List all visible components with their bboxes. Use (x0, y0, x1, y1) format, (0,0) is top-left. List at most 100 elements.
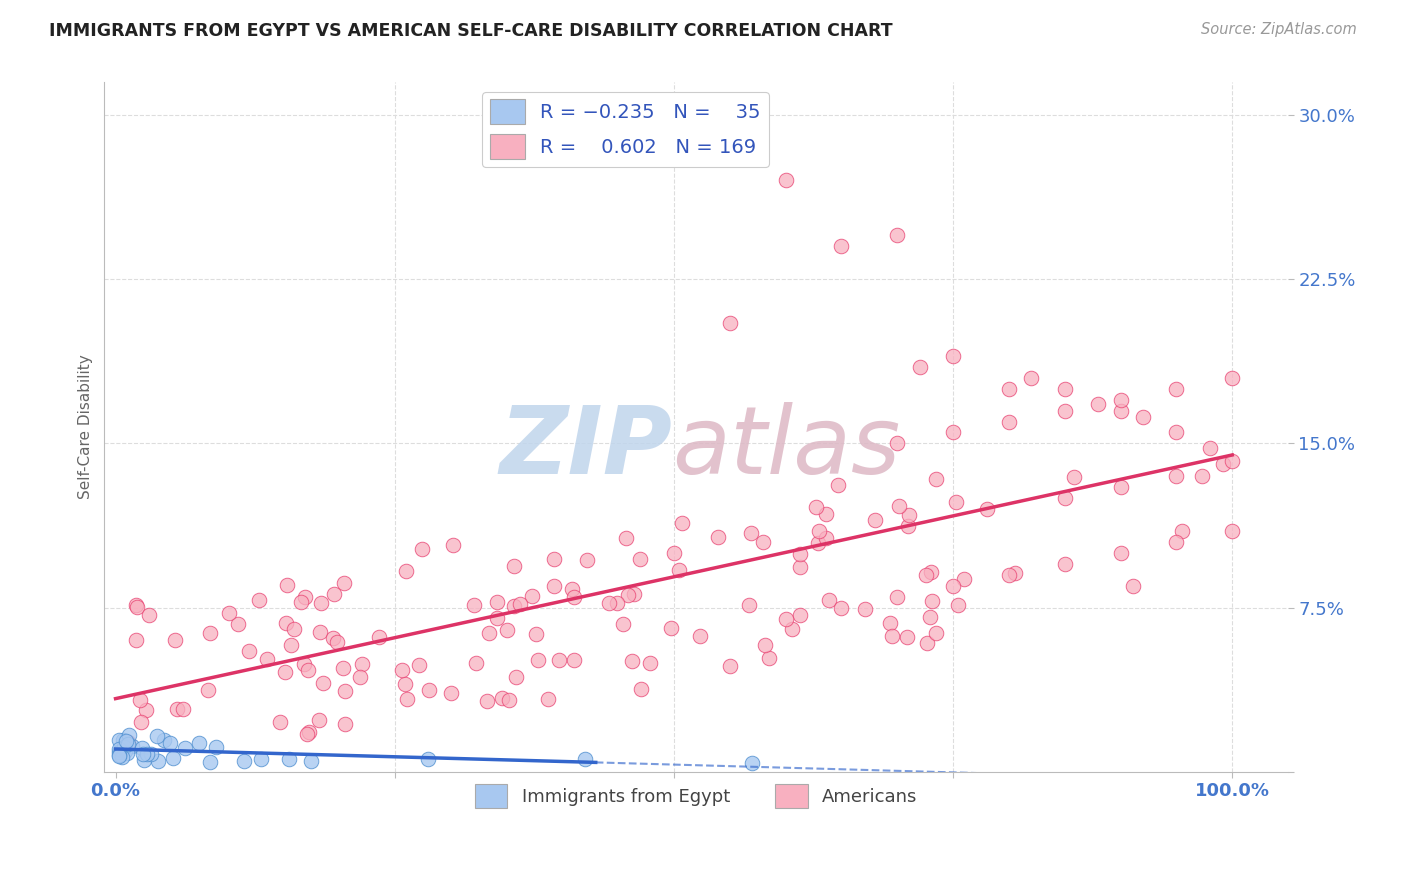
Point (612, 617, 634, 632)
Point (1166, 382, 1188, 396)
Point (738, 599, 761, 613)
Point (1087, 397, 1109, 411)
Point (524, 627, 547, 641)
Point (290, 595, 312, 609)
Point (807, 536, 830, 550)
Point (115, 734, 138, 748)
Point (1053, 403, 1076, 417)
Point (1166, 469, 1188, 483)
Point (522, 589, 544, 603)
Point (129, 693, 152, 707)
Point (197, 683, 219, 698)
Point (1109, 392, 1132, 407)
Point (614, 531, 637, 545)
Point (543, 579, 565, 593)
Point (198, 755, 221, 769)
Point (108, 748, 131, 763)
Point (274, 665, 297, 680)
Point (880, 629, 903, 643)
Point (394, 677, 416, 691)
Point (1166, 425, 1188, 440)
Point (630, 682, 652, 697)
Point (548, 653, 571, 667)
Point (1220, 524, 1243, 538)
Point (1063, 469, 1085, 483)
Text: Source: ZipAtlas.com: Source: ZipAtlas.com (1201, 22, 1357, 37)
Point (309, 596, 332, 610)
Point (896, 630, 918, 644)
Point (112, 732, 135, 747)
Point (249, 752, 271, 766)
Point (574, 752, 596, 766)
Point (464, 656, 486, 670)
Point (238, 643, 260, 657)
Point (806, 500, 828, 514)
Point (915, 636, 938, 650)
Point (276, 578, 298, 592)
Point (830, 600, 852, 615)
Point (752, 535, 775, 549)
Point (628, 551, 651, 566)
Point (789, 547, 811, 561)
Point (174, 740, 197, 755)
Point (1220, 454, 1243, 468)
Point (125, 600, 148, 615)
Point (661, 621, 683, 635)
Point (256, 652, 278, 666)
Point (322, 631, 344, 645)
Point (617, 588, 640, 602)
Point (1053, 491, 1076, 506)
Point (998, 415, 1021, 429)
Point (108, 745, 131, 759)
Point (998, 382, 1021, 396)
Point (718, 658, 741, 673)
Point (295, 726, 318, 740)
Point (815, 531, 838, 545)
Point (1109, 546, 1132, 560)
Point (815, 508, 838, 522)
Point (818, 593, 841, 607)
Point (942, 579, 965, 593)
Point (706, 530, 728, 544)
Point (440, 686, 463, 700)
Point (775, 173, 797, 187)
Point (350, 657, 373, 672)
Point (276, 616, 298, 631)
Point (125, 599, 148, 613)
Point (198, 626, 221, 640)
Text: ZIP: ZIP (499, 401, 672, 493)
Point (134, 753, 156, 767)
Point (561, 582, 583, 596)
Point (298, 725, 321, 739)
Point (463, 599, 485, 613)
Point (141, 747, 163, 762)
Point (491, 691, 513, 706)
Point (543, 551, 565, 566)
Point (408, 658, 430, 673)
Point (308, 713, 330, 727)
Point (218, 606, 240, 620)
Point (498, 693, 520, 707)
Point (349, 670, 371, 684)
Point (486, 595, 509, 609)
Point (1122, 579, 1144, 593)
Point (505, 670, 527, 684)
Point (789, 607, 811, 622)
Point (129, 714, 152, 729)
Point (718, 316, 741, 330)
Point (136, 747, 159, 761)
Point (323, 587, 346, 601)
Point (780, 622, 803, 636)
Point (897, 508, 920, 522)
Point (294, 657, 316, 671)
Point (308, 624, 330, 639)
Point (311, 676, 333, 690)
Point (277, 752, 299, 766)
Point (418, 752, 440, 766)
Point (976, 502, 998, 516)
Point (808, 524, 831, 538)
Point (226, 617, 249, 632)
Point (668, 563, 690, 577)
Point (332, 661, 354, 675)
Point (1019, 370, 1042, 384)
